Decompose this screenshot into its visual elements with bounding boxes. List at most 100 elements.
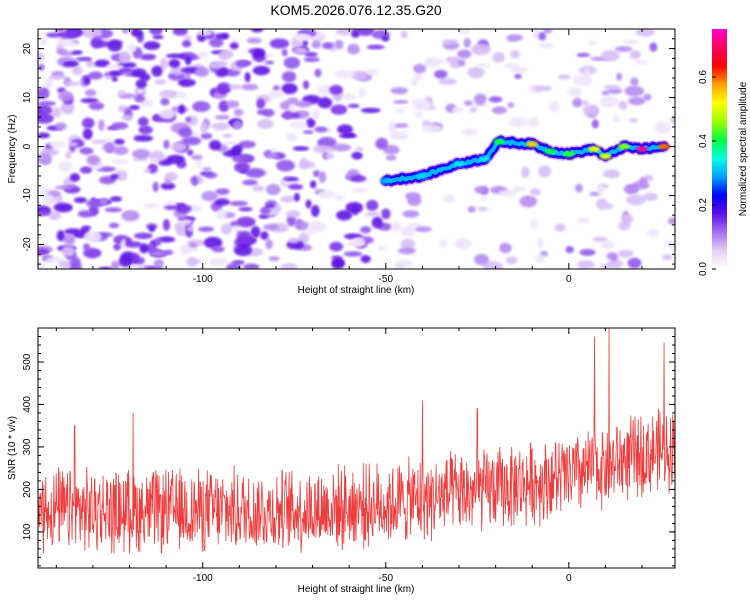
colorbar-tick-label: 0.4 [698, 134, 709, 148]
spectrogram-noise-blob [521, 166, 530, 179]
spectrogram-noise-blob [158, 236, 176, 243]
spectrogram-noise-blob [241, 83, 259, 91]
spectrogram-noise-blob [304, 51, 318, 58]
spectrogram-noise-blob [208, 140, 222, 151]
spectrogram-noise-blob [533, 85, 552, 92]
spectrogram-noise-blob [178, 127, 193, 138]
spectrogram-noise-blob [170, 142, 187, 152]
spectrogram-noise-blob [82, 243, 91, 251]
spectrogram-noise-blob [152, 35, 164, 40]
spectrogram-noise-blob [234, 162, 251, 173]
spectrogram-noise-blob [105, 75, 113, 80]
spectrogram-noise-blob [596, 198, 608, 210]
spectrogram-noise-blob [288, 184, 304, 190]
spectrogram-noise-blob [576, 52, 591, 58]
spectrogram-noise-blob [245, 168, 265, 178]
spectrogram-noise-blob [394, 123, 409, 129]
spectrogram-noise-blob [389, 131, 409, 141]
spectrogram-noise-blob [45, 256, 65, 263]
spectrogram-noise-blob [55, 194, 63, 206]
spectrogram-noise-blob [75, 56, 93, 62]
spectrogram-noise-blob [194, 66, 210, 78]
spectrogram-noise-blob [220, 223, 232, 235]
spectrogram-noise-blob [108, 222, 120, 229]
spectrogram-noise-blob [159, 109, 176, 120]
spectrogram-noise-blob [260, 231, 269, 240]
spectrogram-noise-blob [626, 194, 646, 206]
spectrogram-noise-blob [265, 239, 273, 250]
spectrogram-noise-blob [584, 68, 591, 77]
spectrogram-noise-blob [180, 243, 192, 255]
spectrogram-noise-blob [264, 60, 275, 65]
spectrogram-noise-blob [463, 37, 471, 48]
spectrogram-noise-blob [331, 143, 352, 152]
spectrogram-noise-blob [61, 245, 75, 257]
spectrogram-noise-blob [294, 221, 310, 231]
spectrogram-noise-blob [618, 100, 628, 110]
spectrogram-noise-blob [236, 216, 256, 228]
spectrogram-noise-blob [488, 96, 503, 103]
spectrogram-noise-blob [519, 195, 538, 208]
spectrogram-noise-blob [653, 121, 672, 134]
spectrogram-noise-blob [400, 238, 416, 250]
spectrogram-noise-blob [267, 90, 285, 99]
spectrogram-noise-blob [318, 171, 327, 184]
spectrogram-noise-blob [606, 252, 618, 260]
spectrogram-noise-blob [506, 34, 524, 42]
spectrogram-noise-blob [38, 132, 50, 139]
spectrogram-noise-blob [65, 151, 72, 160]
spectrogram-noise-blob [131, 252, 140, 264]
spectrogram-noise-blob [634, 59, 649, 65]
spectrogram-noise-blob [110, 260, 120, 269]
spectrogram-noise-blob [280, 263, 298, 269]
spectrogram-noise-blob [181, 40, 192, 48]
spectrogram-noise-blob [603, 85, 621, 90]
spectrogram-noise-blob [154, 79, 167, 85]
spectrogram-noise-blob [38, 52, 45, 62]
spectrogram-noise-blob [514, 73, 522, 79]
spectrogram-noise-blob [397, 247, 416, 255]
spectrogram-noise-blob [259, 207, 271, 215]
spectrogram-noise-blob [600, 241, 615, 250]
spectrogram-noise-blob [132, 149, 151, 159]
spectrogram-noise-blob [181, 136, 202, 146]
spectrogram-noise-blob [303, 130, 314, 135]
spectrogram-noise-blob [334, 70, 354, 79]
spectrogram-noise-blob [600, 50, 620, 62]
spectrogram-noise-blob [79, 166, 93, 174]
spectrogram-noise-blob [191, 176, 199, 187]
spectrogram-noise-blob [54, 29, 66, 32]
spectrogram-noise-blob [86, 154, 101, 166]
spectrogram-noise-blob [507, 102, 515, 109]
spectrogram-noise-blob [125, 241, 142, 248]
spectrogram-noise-blob [473, 93, 487, 105]
spectrogram-noise-blob [38, 104, 53, 116]
spectrogram-noise-blob [334, 194, 345, 201]
x-tick-label: -50 [379, 274, 394, 285]
spectrogram-noise-blob [529, 188, 541, 196]
spectrogram-noise-blob [201, 190, 218, 202]
spectrogram-noise-blob [281, 71, 297, 83]
y-tick-label: -20 [22, 237, 33, 252]
colorbar-label: Normalized spectral amplitude [738, 81, 749, 216]
spectrogram-noise-blob [358, 87, 366, 98]
spectrogram-noise-blob [147, 242, 155, 254]
spectrogram-noise-blob [366, 44, 385, 50]
spectrogram-noise-blob [192, 101, 211, 113]
spectrogram-noise-blob [439, 239, 448, 248]
signal-track-point [544, 148, 557, 155]
signal-track-point [599, 153, 612, 160]
spectrogram-noise-blob [232, 120, 243, 130]
snr-ylabel: SNR (10 * v/v) [7, 416, 18, 480]
spectrogram-noise-blob [575, 183, 583, 193]
spectrogram-noise-blob [48, 74, 68, 80]
spectrogram-noise-blob [331, 258, 345, 269]
spectrogram-noise-blob [94, 59, 110, 68]
spectrogram-noise-blob [56, 48, 68, 55]
spectrogram-noise-blob [53, 202, 73, 212]
spectrogram-noise-blob [244, 72, 251, 83]
spectrogram-noise-blob [390, 221, 402, 233]
spectrogram-noise-blob [79, 147, 94, 155]
spectrogram-noise-blob [510, 50, 520, 59]
spectrogram-noise-blob [38, 113, 54, 124]
